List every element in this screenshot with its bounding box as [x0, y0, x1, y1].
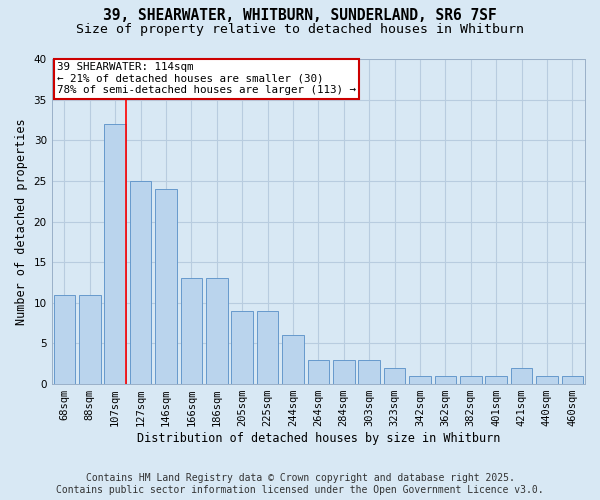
Bar: [181, 278, 202, 384]
Bar: [460, 376, 482, 384]
Bar: [485, 376, 507, 384]
Text: 39, SHEARWATER, WHITBURN, SUNDERLAND, SR6 7SF: 39, SHEARWATER, WHITBURN, SUNDERLAND, SR…: [103, 8, 497, 22]
Bar: [104, 124, 126, 384]
Bar: [257, 311, 278, 384]
Text: 39 SHEARWATER: 114sqm
← 21% of detached houses are smaller (30)
78% of semi-deta: 39 SHEARWATER: 114sqm ← 21% of detached …: [57, 62, 356, 96]
Bar: [155, 189, 177, 384]
Bar: [511, 368, 532, 384]
Bar: [536, 376, 557, 384]
Bar: [79, 294, 101, 384]
Y-axis label: Number of detached properties: Number of detached properties: [15, 118, 28, 325]
Bar: [358, 360, 380, 384]
Bar: [562, 376, 583, 384]
Bar: [206, 278, 227, 384]
Bar: [308, 360, 329, 384]
Text: Contains HM Land Registry data © Crown copyright and database right 2025.
Contai: Contains HM Land Registry data © Crown c…: [56, 474, 544, 495]
Bar: [53, 294, 75, 384]
Bar: [384, 368, 406, 384]
Bar: [333, 360, 355, 384]
Bar: [409, 376, 431, 384]
Bar: [434, 376, 456, 384]
Text: Size of property relative to detached houses in Whitburn: Size of property relative to detached ho…: [76, 22, 524, 36]
Bar: [232, 311, 253, 384]
Bar: [282, 336, 304, 384]
Bar: [130, 181, 151, 384]
X-axis label: Distribution of detached houses by size in Whitburn: Distribution of detached houses by size …: [137, 432, 500, 445]
